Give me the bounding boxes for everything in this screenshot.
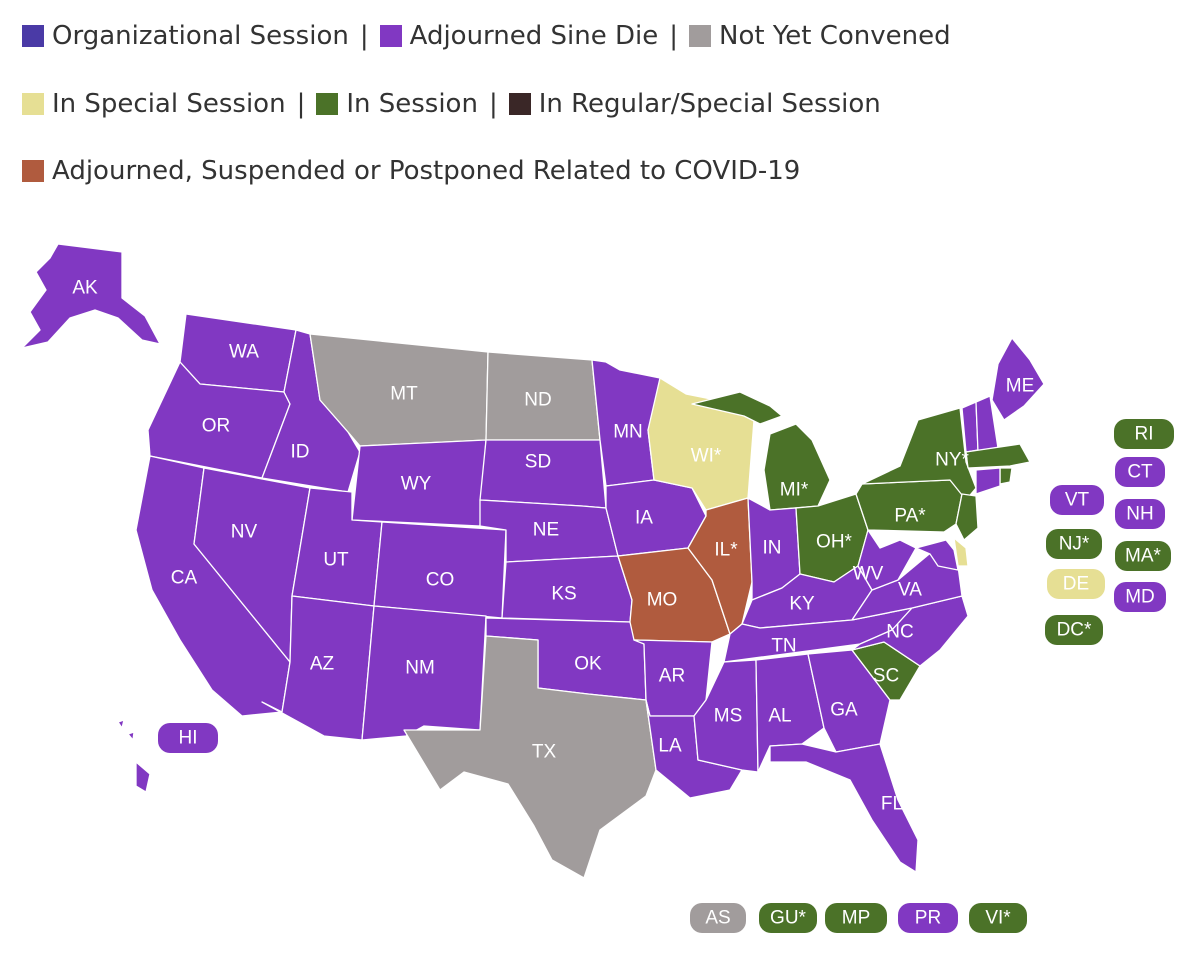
legend-label: In Regular/Special Session xyxy=(538,89,881,119)
state-ma[interactable] xyxy=(965,443,1031,469)
legend-separator: | xyxy=(669,21,678,51)
state-de[interactable] xyxy=(953,537,969,567)
territory-gu-pill[interactable] xyxy=(759,903,817,933)
legend-label: In Special Session xyxy=(52,89,286,119)
state-wv[interactable] xyxy=(857,529,917,591)
state-me[interactable] xyxy=(991,337,1045,421)
state-md-pill[interactable] xyxy=(1114,582,1166,612)
legend-row: Organizational Session | Adjourned Sine Di… xyxy=(22,16,951,56)
state-hi[interactable] xyxy=(117,719,151,793)
legend-item-regular-special: In Regular/Special Session xyxy=(508,89,881,119)
legend-separator: | xyxy=(359,21,369,51)
state-ks[interactable] xyxy=(501,555,633,623)
legend-label: Organizational Session xyxy=(52,21,349,51)
state-dc-pill[interactable] xyxy=(1045,615,1103,645)
legend-item-adjourned-sine-die: Adjourned Sine Die xyxy=(379,21,659,51)
territory-as-pill[interactable] xyxy=(690,903,746,933)
legend-swatch xyxy=(22,93,44,115)
legend-item-not-yet-convened: Not Yet Convened xyxy=(689,21,951,51)
legend-label: Adjourned, Suspended or Postponed Relate… xyxy=(52,156,801,186)
territory-vi-pill[interactable] xyxy=(969,903,1027,933)
state-ct[interactable] xyxy=(975,467,1001,495)
legend-label: Not Yet Convened xyxy=(719,21,951,51)
legend-swatch xyxy=(316,93,339,115)
state-pa[interactable] xyxy=(855,479,963,533)
state-ct-pill[interactable] xyxy=(1115,457,1165,487)
legend-item-special-session: In Special Session xyxy=(22,89,286,119)
state-mi[interactable] xyxy=(691,391,831,511)
state-nj[interactable] xyxy=(955,493,979,541)
legend-swatch xyxy=(508,93,531,115)
state-ny[interactable] xyxy=(861,407,977,501)
legend-item-organizational: Organizational Session xyxy=(22,21,349,51)
legend-separator: | xyxy=(296,89,306,119)
legend-swatch xyxy=(689,25,711,47)
state-tx[interactable] xyxy=(403,635,657,879)
legend-separator: | xyxy=(488,89,498,119)
legend-item-in-session: In Session xyxy=(316,89,478,119)
legend-label: Adjourned Sine Die xyxy=(409,21,659,51)
state-de-pill[interactable] xyxy=(1047,569,1105,599)
state-nm[interactable] xyxy=(361,605,487,741)
state-hi-pill[interactable] xyxy=(158,723,218,753)
state-wy[interactable] xyxy=(351,439,487,527)
state-nj-pill[interactable] xyxy=(1046,529,1102,559)
state-co[interactable] xyxy=(373,521,507,619)
state-nc[interactable] xyxy=(851,595,969,667)
state-ma-pill[interactable] xyxy=(1115,541,1171,571)
state-ri-pill[interactable] xyxy=(1114,419,1174,449)
legend-swatch xyxy=(379,25,402,47)
legend-label: In Session xyxy=(346,89,478,119)
legend-item-covid: Adjourned, Suspended or Postponed Relate… xyxy=(22,156,800,186)
state-nh-pill[interactable] xyxy=(1115,499,1165,529)
legend-swatch xyxy=(22,25,44,47)
legend-swatch xyxy=(22,160,44,182)
state-nd[interactable] xyxy=(485,351,601,441)
territory-pr-pill[interactable] xyxy=(898,903,958,933)
legend-row: Adjourned, Suspended or Postponed Relate… xyxy=(22,151,800,191)
state-ri[interactable] xyxy=(999,467,1013,485)
state-fl[interactable] xyxy=(769,743,919,873)
state-sd[interactable] xyxy=(479,439,607,509)
legend-row: In Special Session | In Session | In Regular… xyxy=(22,84,881,124)
state-vt-pill[interactable] xyxy=(1050,485,1104,515)
state-md[interactable] xyxy=(915,539,959,571)
state-ak[interactable] xyxy=(21,243,161,349)
territory-mp-pill[interactable] xyxy=(825,903,887,933)
